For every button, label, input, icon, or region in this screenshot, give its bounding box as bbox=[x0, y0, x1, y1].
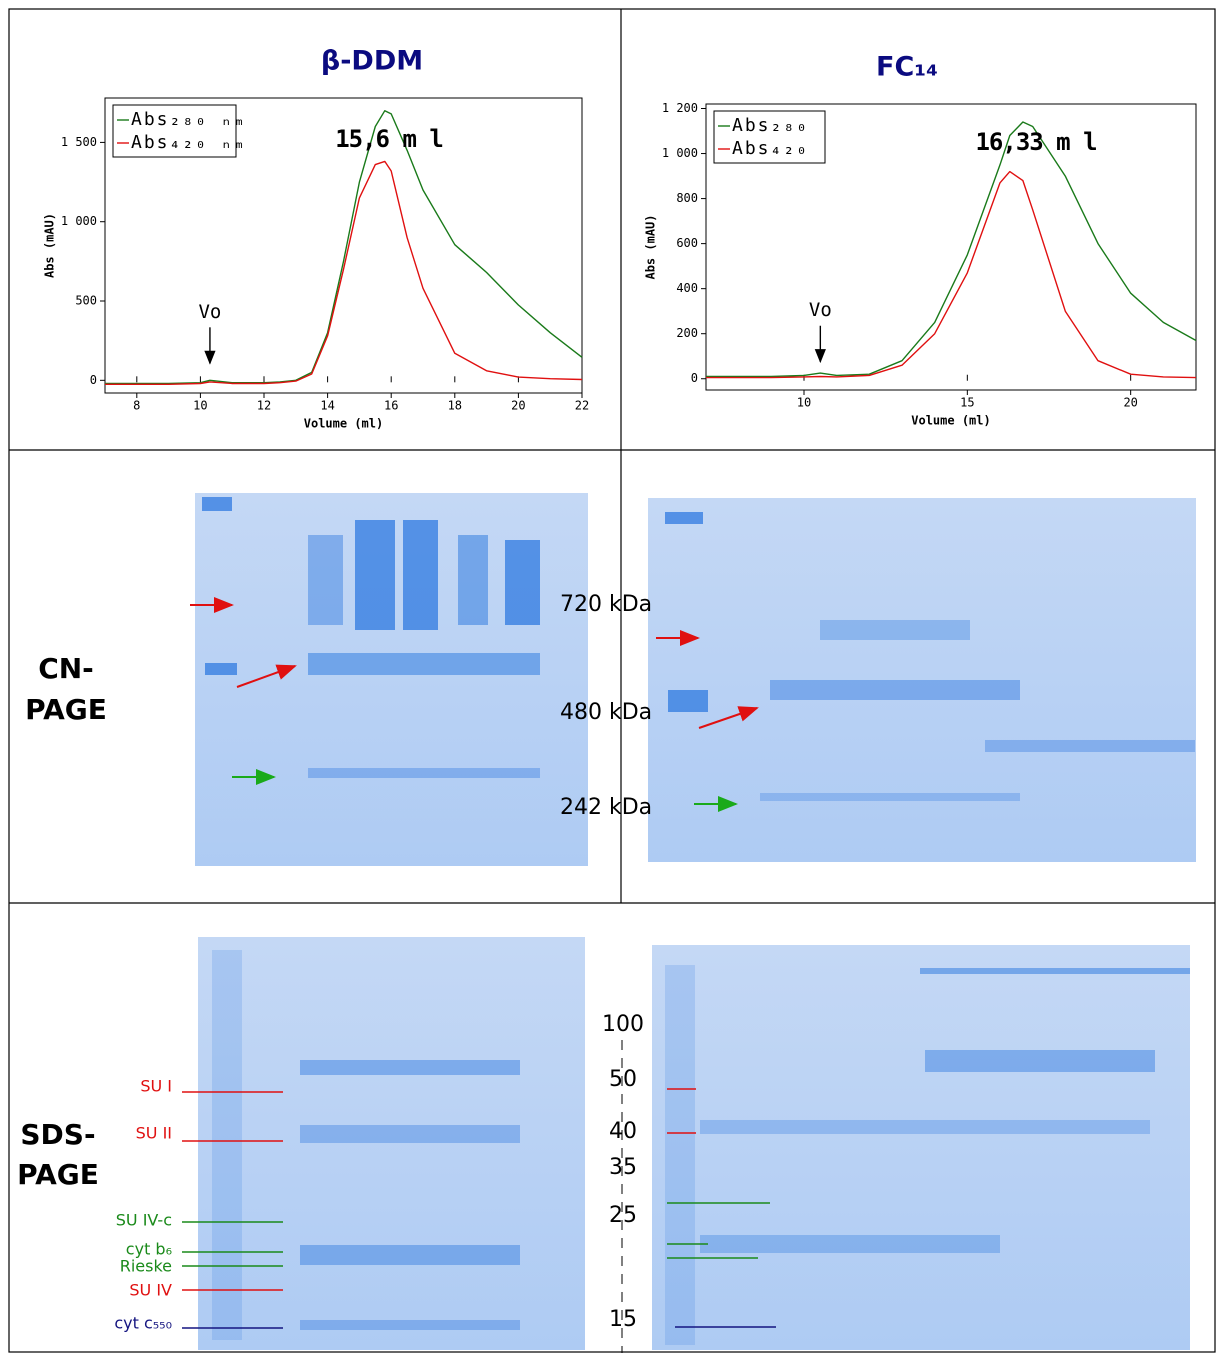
y-tick-label: 400 bbox=[676, 281, 698, 295]
y-tick-label: 1 200 bbox=[662, 101, 698, 115]
sds-marker-label: 25 bbox=[609, 1203, 637, 1228]
y-tick-label: 500 bbox=[75, 294, 97, 308]
band-label: SU IV bbox=[129, 1281, 172, 1300]
x-tick-label: 18 bbox=[448, 399, 462, 413]
data-line bbox=[706, 121, 1197, 378]
y-tick-label: 0 bbox=[90, 373, 97, 387]
chart-title: β-DDM bbox=[321, 46, 423, 77]
gel-images bbox=[195, 493, 1196, 1350]
x-tick-label: 8 bbox=[133, 399, 140, 413]
gel-arrows bbox=[190, 597, 759, 1353]
data-line bbox=[105, 110, 583, 385]
y-tick-label: 0 bbox=[691, 371, 698, 385]
data-line bbox=[105, 160, 583, 385]
sds-label: PAGE bbox=[17, 1158, 99, 1191]
sds-marker-label: 35 bbox=[609, 1155, 637, 1180]
cn-label: CN- bbox=[38, 652, 94, 685]
chart-title: FC₁₄ bbox=[876, 52, 938, 83]
band-label: SU IV-c bbox=[116, 1211, 172, 1230]
y-axis-label: Abs (mAU) bbox=[644, 214, 658, 279]
sds-right-lines bbox=[667, 1088, 776, 1328]
cn-marker-label: 720 kDa bbox=[560, 592, 652, 617]
plot-area bbox=[705, 103, 1197, 391]
cn-marker-label: 242 kDa bbox=[560, 795, 652, 820]
x-tick-label: 20 bbox=[511, 399, 525, 413]
sds-marker-label: 100 bbox=[602, 1012, 644, 1037]
band-label: Rieske bbox=[120, 1257, 172, 1276]
peak-annotation: 16,33 m l bbox=[975, 128, 1096, 156]
sds-marker-label: 15 bbox=[609, 1307, 637, 1332]
legend-label: Abs₂₈₀ ₙₘ bbox=[131, 109, 247, 130]
sds-label: SDS- bbox=[20, 1118, 95, 1151]
legend-box bbox=[713, 110, 826, 164]
x-tick-label: 12 bbox=[257, 399, 271, 413]
cn-marker-label: 480 kDa bbox=[560, 700, 652, 725]
data-line bbox=[706, 170, 1197, 379]
plot-area bbox=[104, 97, 583, 394]
band-label: SU I bbox=[140, 1077, 172, 1096]
void-annotation: Vo bbox=[809, 299, 832, 321]
y-tick-label: 1 000 bbox=[662, 146, 698, 160]
x-tick-label: 20 bbox=[1123, 396, 1137, 410]
y-tick-label: 800 bbox=[676, 191, 698, 205]
y-tick-label: 1 000 bbox=[61, 214, 97, 228]
x-tick-label: 14 bbox=[320, 399, 334, 413]
legend-box bbox=[112, 104, 237, 158]
x-tick-label: 10 bbox=[193, 399, 207, 413]
frame bbox=[8, 8, 1216, 1353]
legend-label: Abs₄₂₀ ₙₘ bbox=[131, 132, 247, 153]
x-tick-label: 10 bbox=[797, 396, 811, 410]
peak-annotation: 15,6 m l bbox=[335, 125, 443, 153]
y-tick-label: 600 bbox=[676, 236, 698, 250]
band-label: SU II bbox=[136, 1124, 172, 1143]
y-axis-label: Abs (mAU) bbox=[43, 213, 57, 278]
legend-label: Abs₂₈₀ bbox=[732, 115, 809, 136]
void-annotation: Vo bbox=[198, 301, 221, 323]
band-label: cyt c₅₅₀ bbox=[114, 1314, 172, 1333]
x-axis-label: Volume (ml) bbox=[304, 417, 383, 431]
sds-marker-label: 50 bbox=[609, 1067, 637, 1092]
sds-marker-label: 40 bbox=[609, 1119, 637, 1144]
x-tick-label: 22 bbox=[575, 399, 589, 413]
band-label: cyt b₆ bbox=[126, 1240, 172, 1259]
x-axis-label: Volume (ml) bbox=[911, 414, 990, 428]
y-tick-label: 1 500 bbox=[61, 135, 97, 149]
y-tick-label: 200 bbox=[676, 326, 698, 340]
cn-label: PAGE bbox=[25, 693, 107, 726]
x-tick-label: 16 bbox=[384, 399, 398, 413]
legend-label: Abs₄₂₀ bbox=[732, 138, 809, 159]
x-tick-label: 15 bbox=[960, 396, 974, 410]
